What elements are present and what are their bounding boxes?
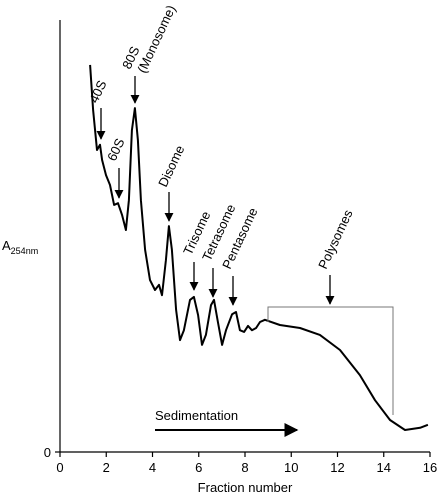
x-tick-label: 14 bbox=[377, 460, 391, 475]
sedimentation-label: Sedimentation bbox=[155, 408, 238, 423]
x-tick-label: 8 bbox=[241, 460, 248, 475]
annotation-label: (Monosome) bbox=[134, 3, 178, 75]
x-axis-label: Fraction number bbox=[198, 480, 293, 495]
x-tick-label: 16 bbox=[423, 460, 437, 475]
annotation-label: 40S bbox=[86, 78, 110, 106]
annotation-label: Disome bbox=[155, 143, 187, 189]
annotation-label: Polysomes bbox=[315, 207, 356, 271]
profile-line bbox=[89, 64, 429, 431]
x-tick-label: 0 bbox=[56, 460, 63, 475]
x-tick-label: 6 bbox=[195, 460, 202, 475]
x-tick-label: 12 bbox=[330, 460, 344, 475]
x-tick-label: 10 bbox=[284, 460, 298, 475]
x-tick-label: 4 bbox=[149, 460, 156, 475]
y-axis-label: A254nm bbox=[2, 238, 38, 256]
x-tick-label: 2 bbox=[103, 460, 110, 475]
y-tick-label: 0 bbox=[44, 445, 51, 460]
polysome-bracket bbox=[267, 306, 394, 415]
annotation-label: 60S bbox=[104, 136, 128, 164]
